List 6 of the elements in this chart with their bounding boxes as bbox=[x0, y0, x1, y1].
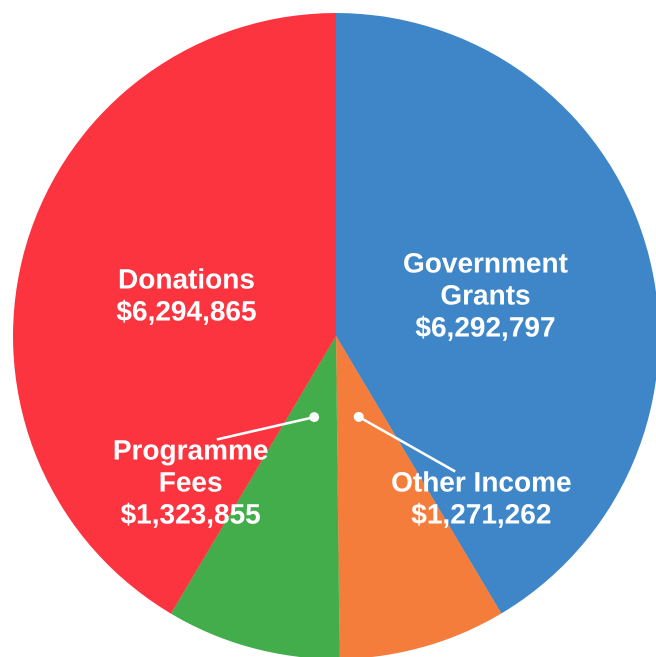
slice-label: Government Grants bbox=[403, 248, 568, 311]
pie-slice bbox=[13, 13, 336, 614]
slice-label: Donations bbox=[118, 264, 255, 295]
slice-label: Programme Fees bbox=[112, 434, 268, 498]
data-label: $6,294,865 bbox=[116, 296, 257, 327]
data-label: $6,292,797 bbox=[415, 312, 556, 343]
